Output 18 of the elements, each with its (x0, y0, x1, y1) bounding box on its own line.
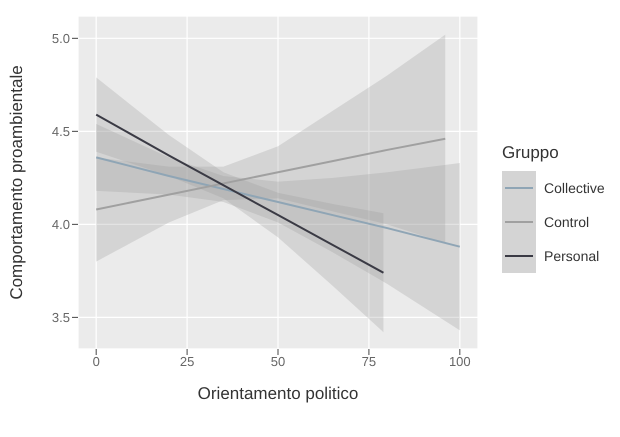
y-axis-title: Comportamento proambientale (7, 65, 26, 300)
x-tick-label: 75 (362, 354, 376, 370)
line-series (95, 114, 384, 274)
y-tick-label: 5.0 (52, 30, 70, 46)
x-tick-label: 100 (448, 354, 471, 370)
x-axis-title: Orientamento politico (198, 384, 358, 403)
line-series (95, 138, 446, 210)
x-tick-label: 50 (270, 354, 286, 370)
line-series (95, 156, 461, 248)
legend-label: Personal (544, 248, 600, 264)
legend-label: Collective (544, 180, 605, 196)
y-tick-label: 4.0 (52, 216, 70, 232)
legend-label: Control (544, 214, 590, 230)
x-tick-label: 0 (92, 354, 100, 370)
y-tick-label: 3.5 (52, 310, 70, 325)
legend-title: Gruppo (502, 143, 560, 163)
x-tick-label: 25 (180, 354, 194, 370)
y-tick-label: 4.5 (52, 124, 70, 139)
